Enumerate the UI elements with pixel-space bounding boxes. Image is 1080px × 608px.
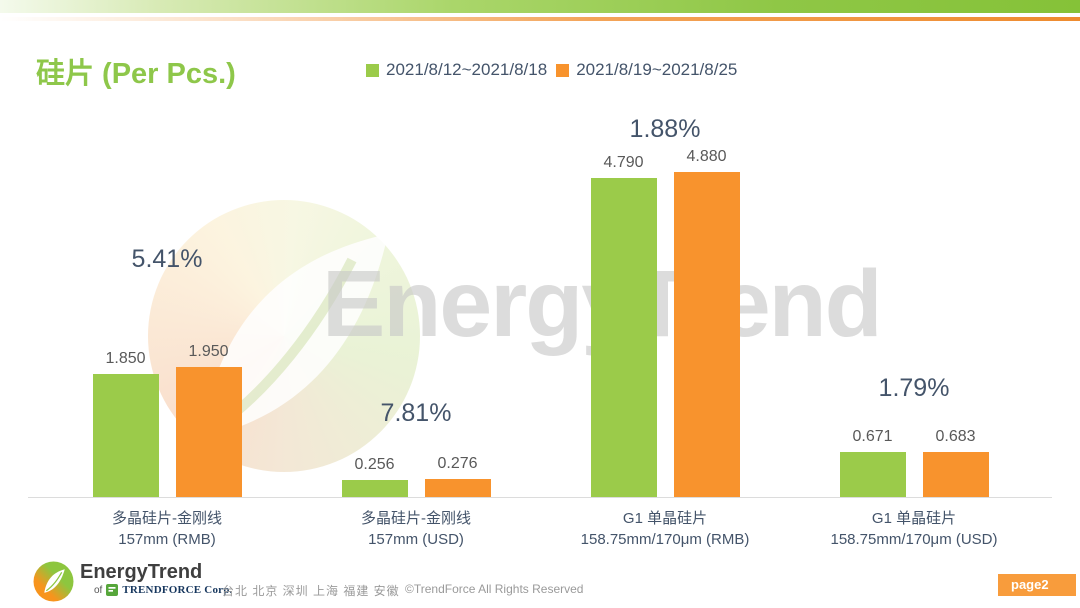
legend-label-week2: 2021/8/19~2021/8/25 [576, 60, 738, 79]
x-axis-line [28, 497, 1052, 498]
x-axis-category-label: 多晶硅片-金刚线 157mm (RMB) [112, 510, 222, 548]
footer-locations: 台北 北京 深圳 上海 福建 安徽 [222, 584, 400, 598]
bar-week1 [590, 178, 657, 497]
page-title: 硅片 (Per Pcs.) [36, 58, 236, 90]
bar-value-label: 4.790 [603, 154, 644, 171]
logo-of-text: of [94, 584, 103, 596]
energytrend-wordmark: EnergyTrend [80, 561, 203, 583]
bar-week2 [175, 367, 242, 497]
top-green-band [0, 0, 1080, 13]
change-percent-label: 1.88% [629, 115, 701, 143]
bar-value-label: 1.950 [188, 343, 229, 360]
trendforce-corp-text: TRENDFORCE Corp. [122, 584, 233, 596]
x-axis-category-label: G1 单晶硅片 158.75mm/170μm (RMB) [580, 510, 750, 548]
bar-value-label: 0.671 [852, 428, 893, 445]
bar-value-label: 1.850 [105, 350, 146, 367]
bar-week1 [341, 480, 408, 497]
bar-value-label: 0.276 [437, 455, 478, 472]
legend-item-week2: 2021/8/19~2021/8/25 [556, 60, 737, 80]
energytrend-logo: EnergyTrend of TRENDFORCE Corp. [33, 561, 233, 602]
legend-swatch-green [366, 63, 379, 77]
bar-week2 [673, 172, 740, 497]
bar-value-label: 4.880 [686, 148, 727, 165]
x-axis-category-label: 多晶硅片-金刚线 157mm (USD) [361, 510, 471, 548]
bar-value-label: 0.683 [935, 428, 976, 445]
change-percent-label: 5.41% [131, 245, 203, 273]
change-percent-label: 1.79% [878, 374, 950, 402]
bar-week1 [92, 374, 159, 497]
chart-legend: 2021/8/12~2021/8/18 2021/8/19~2021/8/25 [366, 60, 737, 80]
legend-label-week1: 2021/8/12~2021/8/18 [386, 60, 548, 79]
top-orange-line [0, 17, 1080, 21]
energytrend-leaf-icon [33, 561, 74, 602]
legend-swatch-orange [556, 63, 570, 77]
legend-item-week1: 2021/8/12~2021/8/18 [366, 60, 547, 80]
change-percent-label: 7.81% [380, 399, 452, 427]
bar-week2 [424, 479, 491, 497]
page-number-badge: page2 [998, 574, 1076, 596]
bar-week1 [839, 452, 906, 497]
bar-week2 [922, 452, 989, 497]
trendforce-logo-icon [106, 584, 119, 596]
x-axis-category-label: G1 单晶硅片 158.75mm/170μm (USD) [830, 510, 998, 548]
footer-copyright: ©TrendForce All Rights Reserved [405, 582, 584, 596]
bar-value-label: 0.256 [354, 456, 395, 473]
